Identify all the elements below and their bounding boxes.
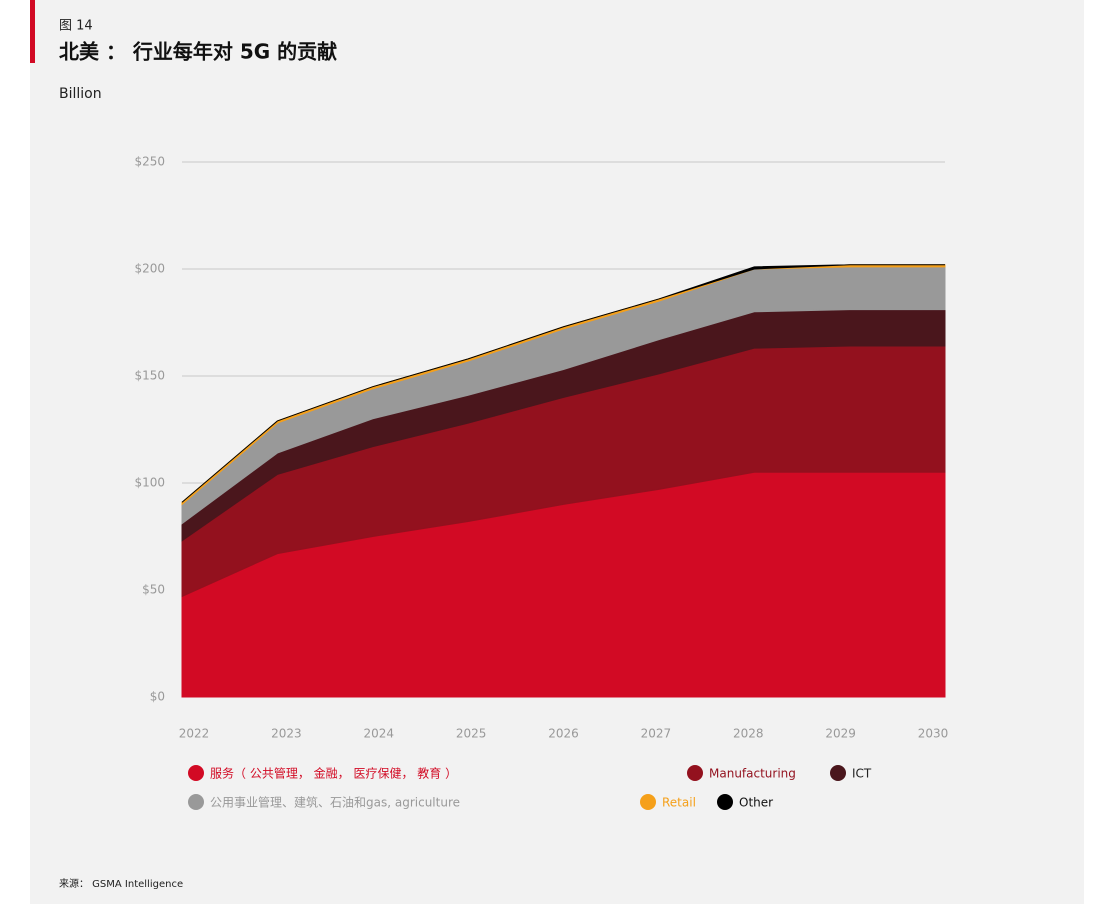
legend-label: 公用事业管理、建筑、石油和gas, agriculture: [210, 795, 460, 810]
y-tick-label: $150: [134, 369, 165, 383]
x-tick-label: 2028: [733, 727, 764, 741]
accent-bar: [30, 0, 35, 63]
x-tick-label: 2023: [271, 727, 302, 741]
y-tick-label: $250: [134, 155, 165, 169]
y-tick-label: $50: [142, 583, 165, 597]
chart-title: 北美 ： 行业每年对 5G 的贡献: [59, 40, 337, 64]
legend-marker: [640, 794, 656, 810]
legend-label: 服务（ 公共管理， 金融， 医疗保健， 教育 ）: [210, 766, 457, 781]
legend-marker: [717, 794, 733, 810]
x-tick-label: 2030: [918, 727, 949, 741]
legend-marker: [830, 765, 846, 781]
y-tick-label: $200: [134, 262, 165, 276]
x-tick-label: 2029: [825, 727, 856, 741]
figure-label: 图 14: [59, 19, 93, 34]
x-tick-label: 2026: [548, 727, 579, 741]
legend-marker: [687, 765, 703, 781]
x-tick-label: 2024: [363, 727, 394, 741]
source: 来源： GSMA Intelligence: [59, 877, 183, 890]
x-tick-label: 2025: [456, 727, 487, 741]
area: [181, 264, 945, 503]
legend-label: Manufacturing: [709, 767, 796, 781]
x-tick-label: 2022: [179, 727, 210, 741]
legend-label: Retail: [662, 796, 696, 810]
y-tick-label: $100: [134, 476, 165, 490]
y-axis-label: Billion: [59, 86, 102, 102]
legend-marker: [188, 765, 204, 781]
legend-label: Other: [739, 796, 773, 810]
legend-label: ICT: [852, 767, 872, 781]
legend-marker: [188, 794, 204, 810]
x-tick-label: 2027: [641, 727, 672, 741]
y-tick-label: $0: [150, 690, 165, 704]
